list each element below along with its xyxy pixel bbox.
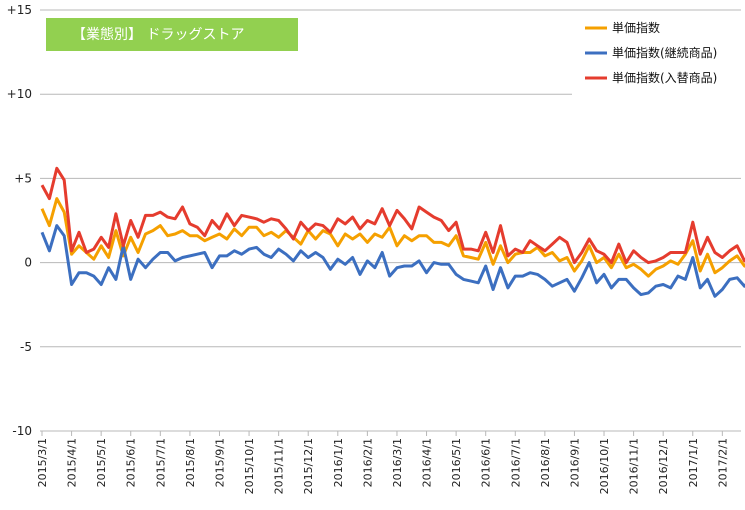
x-tick-label: 2015/7/1	[154, 438, 167, 487]
x-tick-label: 2015/6/1	[125, 438, 138, 487]
x-tick-label: 2015/5/1	[95, 438, 108, 487]
x-tick-label: 2016/4/1	[421, 438, 434, 487]
x-tick-label: 2016/1/1	[332, 438, 345, 487]
x-tick-label: 2015/9/1	[213, 438, 226, 487]
x-tick-label: 2015/10/1	[243, 438, 256, 494]
series-line-3	[40, 166, 745, 265]
series-line-2	[40, 224, 745, 298]
y-tick-label: 0	[24, 256, 32, 270]
gridlines	[40, 9, 741, 432]
x-tick-label: 2016/2/1	[361, 438, 374, 487]
y-tick-label: -10	[12, 424, 32, 438]
x-tick-label: 2016/8/1	[539, 438, 552, 487]
x-tick-label: 2017/1/1	[687, 438, 700, 487]
x-tick-label: 2016/12/1	[657, 438, 670, 494]
y-tick-label: -5	[20, 340, 32, 354]
x-tick-label: 2016/10/1	[598, 438, 611, 494]
x-tick-label: 2016/6/1	[480, 438, 493, 487]
x-tick-label: 2015/11/1	[273, 438, 286, 494]
y-tick-label: +10	[7, 87, 32, 101]
x-tick-label: 2015/8/1	[184, 438, 197, 487]
x-tick-label: 2015/12/1	[302, 438, 315, 494]
chart-title-background	[46, 18, 298, 51]
y-tick-label: +15	[7, 3, 32, 17]
x-tick-label: 2016/11/1	[628, 438, 641, 494]
x-tick-label: 2016/5/1	[450, 438, 463, 487]
series-lines	[40, 166, 745, 298]
x-tick-label: 2017/2/1	[716, 438, 729, 487]
legend-entry: 単価指数	[612, 20, 660, 35]
x-tick-label: 2015/3/1	[36, 438, 49, 487]
x-tick-label: 2016/3/1	[391, 438, 404, 487]
x-tick-label: 2016/9/1	[568, 438, 581, 487]
chart-title: 【業態別】 ドラッグストア	[46, 18, 298, 51]
legend-entry: 単価指数(入替商品)	[612, 70, 717, 85]
legend-entry: 単価指数(継続商品)	[612, 45, 717, 60]
y-axis-ticks: +15 +10 +5 0 -5 -10	[7, 3, 32, 438]
x-axis-ticks: 2015/3/1 2015/4/1 2015/5/1 2015/6/1 2015/7/1…	[36, 431, 729, 494]
x-tick-label: 2015/4/1	[66, 438, 79, 487]
y-tick-label: +5	[14, 171, 32, 185]
x-tick-label: 2016/7/1	[509, 438, 522, 487]
series-line-1	[40, 197, 745, 278]
chart-title-text: 【業態別】 ドラッグストア	[72, 27, 244, 43]
